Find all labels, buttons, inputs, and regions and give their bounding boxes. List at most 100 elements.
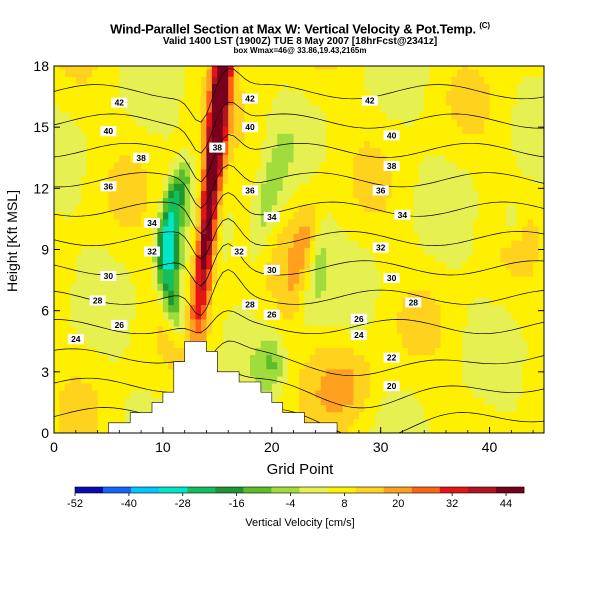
field-cell (538, 383, 544, 391)
field-cell (467, 76, 474, 84)
field-cell (103, 140, 109, 149)
field-cell (173, 154, 180, 163)
contour-label: 40 (100, 126, 117, 137)
contour-label: 24 (350, 330, 367, 341)
field-cell (440, 90, 447, 99)
field-cell (369, 104, 376, 113)
field-cell (70, 69, 77, 77)
field-cell (320, 66, 327, 70)
field-cell (527, 76, 534, 84)
field-cell (358, 254, 365, 263)
field-cell (484, 154, 491, 163)
field-cell (184, 276, 191, 284)
field-cell (184, 140, 191, 149)
field-cell (364, 333, 371, 341)
field-cell (505, 347, 512, 356)
field-cell (511, 254, 518, 263)
field-cell (81, 283, 88, 291)
field-cell (413, 361, 420, 370)
field-cell (304, 318, 311, 327)
field-cell (522, 354, 529, 363)
field-cell (407, 83, 414, 91)
field-cell (522, 347, 529, 356)
field-cell (516, 104, 523, 113)
field-cell (386, 83, 393, 91)
field-cell (538, 211, 544, 220)
field-cell (152, 226, 158, 234)
field-cell (206, 76, 213, 84)
field-cell (293, 154, 300, 163)
field-cell (184, 76, 191, 84)
field-cell (495, 161, 501, 170)
field-cell (500, 418, 507, 427)
field-cell (70, 169, 77, 177)
field-cell (157, 254, 164, 263)
field-cell (533, 276, 540, 284)
field-cell (435, 233, 442, 241)
field-cell (179, 240, 186, 248)
field-cell (309, 66, 316, 70)
field-cell (299, 147, 305, 156)
colorbar-swatch (215, 487, 244, 493)
field-cell (456, 297, 463, 306)
vertical-velocity-field (54, 66, 544, 433)
field-cell (364, 211, 371, 220)
field-cell (293, 211, 300, 220)
field-cell (304, 204, 311, 213)
field-cell (451, 304, 458, 313)
field-cell (342, 76, 349, 84)
field-cell (255, 333, 262, 341)
field-cell (533, 147, 540, 156)
field-cell (184, 218, 191, 227)
field-cell (152, 147, 158, 156)
field-cell (277, 226, 284, 234)
field-cell (304, 261, 311, 270)
terrain-mask (54, 340, 338, 434)
field-cell (266, 340, 273, 348)
field-cell (413, 140, 420, 149)
field-cell (451, 161, 458, 170)
field-cell (54, 368, 60, 377)
contour-label: 26 (350, 313, 367, 324)
field-cell (473, 97, 480, 106)
field-cell (135, 268, 142, 277)
field-cell (446, 240, 452, 248)
field-cell (424, 190, 431, 199)
field-cell (70, 425, 77, 433)
field-cell (495, 276, 501, 284)
field-cell (282, 261, 289, 270)
field-cell (375, 83, 382, 91)
field-cell (97, 69, 104, 77)
field-cell (228, 133, 235, 141)
field-cell (81, 226, 88, 234)
field-cell (413, 126, 420, 134)
field-cell (288, 283, 295, 291)
field-cell (402, 311, 409, 320)
field-cell (467, 140, 474, 149)
field-cell (260, 183, 267, 191)
field-cell (217, 90, 224, 99)
field-cell (168, 276, 175, 284)
field-cell (538, 375, 544, 384)
field-cell (162, 226, 169, 234)
field-cell (124, 97, 131, 106)
field-cell (157, 297, 164, 306)
field-cell (495, 190, 501, 199)
colorbar: -52 -40 -28 -16 -4 8 20 32 44 (67, 486, 525, 510)
field-cell (124, 354, 131, 363)
field-cell (424, 276, 431, 284)
field-cell (75, 154, 82, 163)
field-cell (54, 69, 60, 77)
field-cell (119, 147, 126, 156)
field-cell (353, 66, 360, 70)
field-cell (337, 261, 344, 270)
field-cell (173, 97, 180, 106)
field-cell (435, 240, 442, 248)
field-cell (299, 140, 305, 149)
field-cell (342, 368, 349, 377)
field-cell (239, 204, 246, 213)
field-cell (413, 261, 420, 270)
field-cell (124, 383, 131, 391)
field-cell (260, 240, 267, 248)
field-cell (168, 66, 175, 70)
